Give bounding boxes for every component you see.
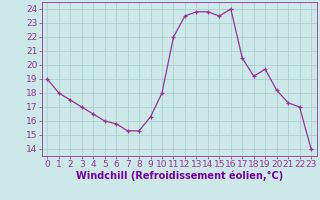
X-axis label: Windchill (Refroidissement éolien,°C): Windchill (Refroidissement éolien,°C): [76, 171, 283, 181]
